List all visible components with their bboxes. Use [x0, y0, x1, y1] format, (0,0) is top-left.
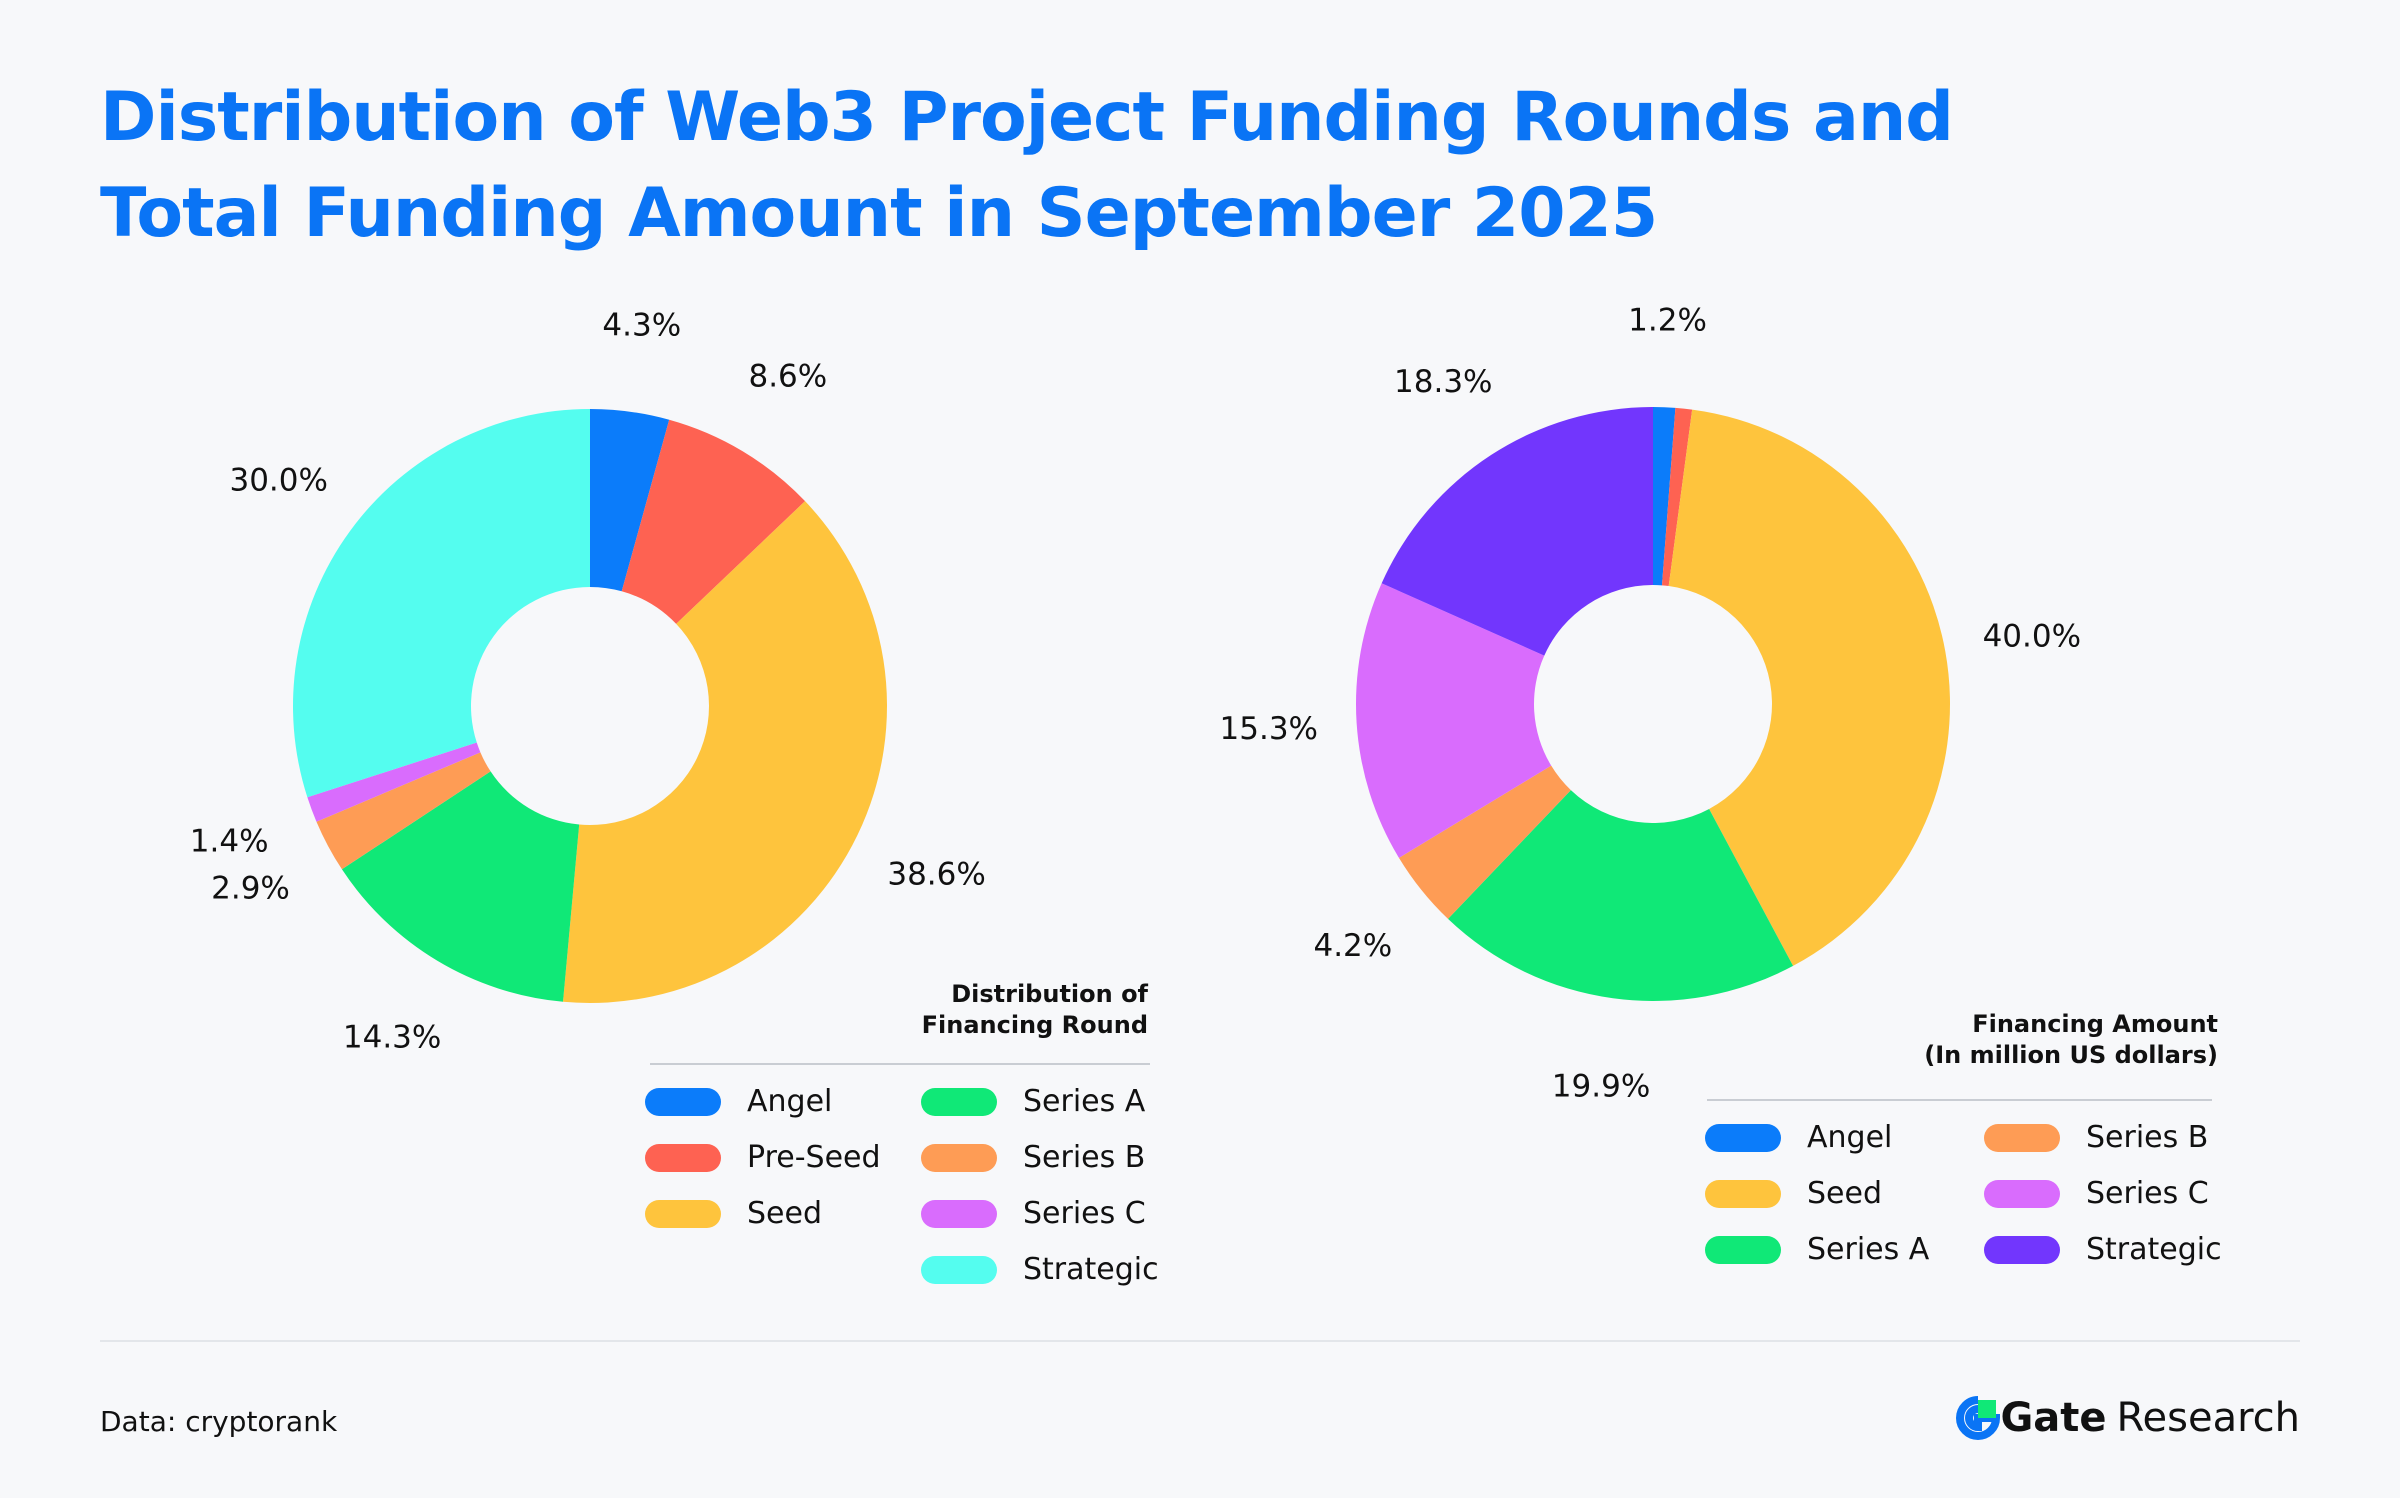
donut-slice-series-c [307, 742, 481, 822]
page-title: Distribution of Web3 Project Funding Rou… [100, 70, 2100, 262]
legend-item-strategic: Strategic [921, 1252, 1159, 1287]
data-label-strategic: 30.0% [229, 462, 327, 498]
legend-swatch [1705, 1123, 1781, 1152]
legend-item-pre-seed: Pre-Seed [645, 1140, 881, 1175]
donut-slice-series-c [1356, 583, 1552, 858]
legend-swatch [1984, 1235, 2060, 1264]
legend-title-rounds-line2: Financing Round [921, 1011, 1148, 1039]
legend-item-seed: Seed [1705, 1176, 1882, 1211]
legend-item-series-c: Series C [921, 1196, 1146, 1231]
donut-slice-angel [590, 409, 670, 592]
legend-label: Pre-Seed [747, 1140, 881, 1175]
donut-slice-series-a [1448, 790, 1794, 1002]
donut-slice-pre-seed [621, 419, 806, 624]
donut-slice-seed [1668, 409, 1951, 966]
legend-swatch [645, 1143, 721, 1172]
data-label-strategic: 18.3% [1394, 364, 1492, 400]
legend-item-series-b: Series B [1984, 1120, 2208, 1155]
donut-slice-series-a [341, 771, 580, 1002]
legend-label: Series B [1023, 1140, 1146, 1175]
brand-logo: Gate Research [1956, 1395, 2300, 1441]
legend-swatch [1984, 1179, 2060, 1208]
legend-item-angel: Angel [645, 1084, 832, 1119]
legend-item-series-b: Series B [921, 1140, 1145, 1175]
legend-label: Seed [747, 1196, 822, 1231]
data-label-pre-seed: 8.6% [748, 359, 827, 395]
legend-label: Angel [747, 1084, 833, 1119]
legend-item-strategic: Strategic [1984, 1232, 2222, 1267]
data-label-series-a: 14.3% [343, 1019, 441, 1055]
legend-item-angel: Angel [1705, 1120, 1892, 1155]
legend-label: Angel [1807, 1120, 1893, 1155]
legend-divider-rounds [650, 1063, 1150, 1065]
brand-suffix: Research [2116, 1395, 2300, 1441]
data-label-series-b: 4.2% [1313, 928, 1392, 964]
data-label-angel: 4.3% [602, 308, 681, 344]
legend-swatch [921, 1255, 997, 1284]
legend-item-series-a: Series A [1705, 1232, 1929, 1267]
data-label-seed: 40.0% [1983, 618, 2081, 654]
legend-swatch [1705, 1179, 1781, 1208]
donut-slice-angel [1653, 407, 1676, 586]
legend-title-amount-line1: Financing Amount [1972, 1010, 2218, 1038]
data-label-seed: 38.6% [887, 857, 985, 893]
legend-title-amount: Financing Amount (In million US dollars) [1924, 1009, 2218, 1071]
legend-divider-amount [1707, 1099, 2212, 1101]
gate-logo-icon [1956, 1396, 2001, 1440]
legend-item-seed: Seed [645, 1196, 822, 1231]
donut-slice-seed [563, 501, 887, 1003]
legend-swatch [1984, 1123, 2060, 1152]
legend-label: Strategic [1023, 1252, 1159, 1287]
data-label-series-c: 1.4% [190, 823, 269, 859]
data-label-series-b: 2.9% [211, 871, 290, 907]
donut-slice-series-b [316, 752, 491, 870]
legend-title-amount-line2: (In million US dollars) [1924, 1041, 2218, 1069]
legend-label: Series C [2086, 1176, 2209, 1211]
title-line-1: Distribution of Web3 Project Funding Rou… [100, 78, 1954, 157]
data-label-series-a: 19.9% [1552, 1068, 1650, 1104]
legend-item-series-c: Series C [1984, 1176, 2209, 1211]
legend-swatch [1705, 1235, 1781, 1264]
donut-slice-strategic [293, 409, 590, 798]
legend-swatch [645, 1087, 721, 1116]
legend-swatch [921, 1143, 997, 1172]
legend-title-rounds-line1: Distribution of [951, 980, 1148, 1008]
legend-label: Series A [1023, 1084, 1146, 1119]
donut-slice-pre-seed [1661, 407, 1693, 587]
legend-label: Strategic [2086, 1232, 2222, 1267]
legend-label: Seed [1807, 1176, 1882, 1211]
legend-swatch [921, 1087, 997, 1116]
data-label-angel: 1.2% [1628, 302, 1707, 338]
donut-slice-series-b [1398, 765, 1571, 919]
data-label-series-c: 15.3% [1220, 711, 1318, 747]
legend-swatch [921, 1199, 997, 1228]
legend-swatch [645, 1199, 721, 1228]
legend-label: Series A [1807, 1232, 1930, 1267]
legend-label: Series B [2086, 1120, 2209, 1155]
data-source: Data: cryptorank [100, 1405, 338, 1438]
donut-slice-strategic [1381, 407, 1653, 656]
legend-item-series-a: Series A [921, 1084, 1145, 1119]
brand-name: Gate [2000, 1395, 2107, 1441]
title-line-2: Total Funding Amount in September 2025 [100, 174, 1658, 253]
legend-label: Series C [1023, 1196, 1146, 1231]
legend-title-rounds: Distribution of Financing Round [922, 979, 1148, 1041]
footer-divider [100, 1340, 2300, 1342]
